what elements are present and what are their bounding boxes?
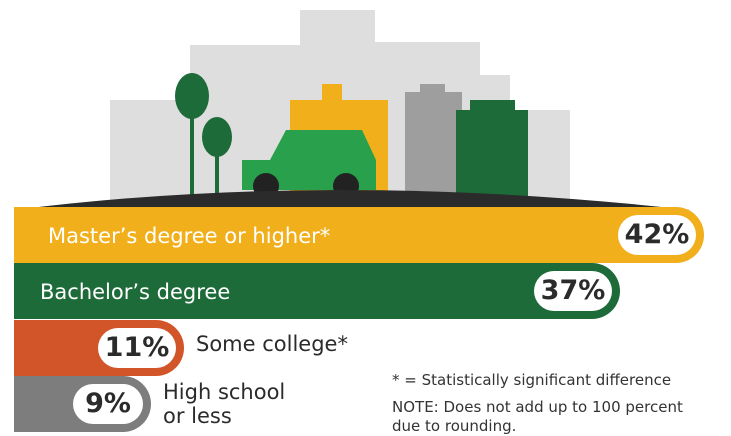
rounding-note-continued: due to rounding. — [392, 417, 517, 435]
category-label: Some college* — [196, 332, 348, 356]
bar — [14, 263, 620, 319]
city-illustration — [14, 10, 690, 210]
value-label: 9% — [73, 384, 143, 424]
value-label: 42% — [618, 215, 696, 255]
bar — [14, 207, 704, 263]
value-label: 37% — [534, 271, 612, 311]
tree-icon — [202, 117, 232, 200]
category-label: Master’s degree or higher* — [48, 224, 331, 248]
ground — [14, 190, 690, 210]
category-label: High school or less — [163, 380, 286, 428]
significance-note: * = Statistically significant difference — [392, 371, 672, 389]
value-label: 11% — [98, 328, 176, 368]
building-icon — [456, 100, 528, 200]
category-label: Bachelor’s degree — [40, 280, 231, 304]
rounding-note: NOTE: Does not add up to 100 percent — [392, 398, 683, 416]
tree-icon — [175, 73, 209, 200]
building-icon — [405, 84, 462, 200]
